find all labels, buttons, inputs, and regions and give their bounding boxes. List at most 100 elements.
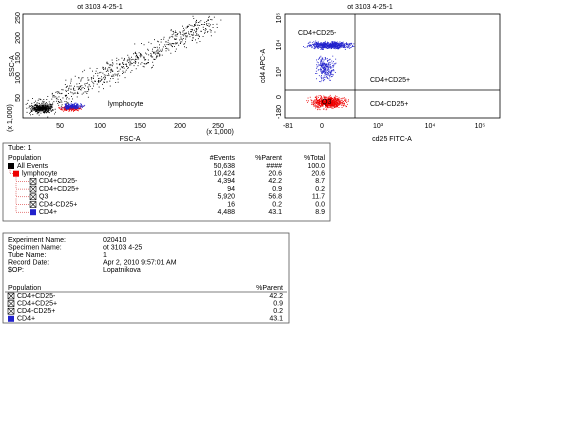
event-dot	[47, 104, 48, 106]
event-dot	[76, 107, 78, 109]
event-dot	[84, 85, 86, 87]
event-dot	[343, 101, 344, 102]
event-dot	[102, 72, 104, 74]
event-dot	[322, 65, 324, 67]
event-dot	[320, 64, 322, 66]
event-dot	[331, 41, 333, 43]
event-dot	[203, 29, 205, 30]
event-dot	[133, 65, 135, 67]
event-dot	[73, 88, 75, 90]
event-dot	[50, 105, 52, 107]
event-dot	[102, 83, 103, 85]
event-dot	[320, 100, 321, 102]
event-dot	[134, 61, 136, 63]
event-dot	[182, 35, 184, 37]
event-dot	[30, 108, 32, 110]
event-dot	[172, 30, 174, 32]
event-dot	[346, 44, 348, 46]
event-dot	[320, 59, 322, 61]
event-dot	[325, 63, 327, 65]
event-dot	[68, 106, 70, 108]
event-dot	[170, 30, 172, 32]
event-dot	[338, 107, 340, 108]
event-dot	[36, 110, 37, 112]
event-dot	[135, 58, 136, 60]
event-dot	[323, 100, 325, 101]
event-dot	[333, 104, 335, 106]
event-dot	[324, 97, 326, 99]
event-dot	[313, 44, 314, 46]
event-dot	[309, 46, 311, 47]
event-dot	[167, 41, 169, 43]
event-dot	[323, 77, 324, 79]
event-dot	[180, 38, 182, 40]
event-dot	[96, 68, 98, 69]
event-dot	[42, 103, 44, 105]
event-dot	[349, 43, 351, 44]
event-dot	[81, 103, 82, 105]
event-dot	[315, 44, 317, 46]
event-dot	[329, 79, 331, 81]
event-dot	[337, 44, 338, 46]
event-dot	[78, 77, 80, 79]
event-dot	[329, 76, 331, 78]
event-dot	[31, 104, 32, 106]
event-dot	[199, 41, 201, 42]
event-dot	[193, 29, 195, 31]
event-dot	[308, 45, 310, 47]
event-dot	[323, 75, 325, 77]
event-dot	[326, 58, 328, 59]
event-dot	[195, 23, 197, 25]
event-dot	[186, 35, 188, 37]
event-dot	[33, 108, 35, 110]
event-dot	[201, 24, 202, 25]
event-dot	[320, 98, 321, 99]
event-dot	[156, 53, 158, 55]
event-dot	[313, 103, 315, 105]
event-dot	[112, 63, 114, 65]
event-dot	[40, 110, 42, 111]
event-dot	[324, 40, 326, 42]
event-dot	[124, 58, 125, 59]
event-dot	[323, 100, 324, 101]
event-dot	[36, 108, 38, 110]
cell-value: 50,638	[214, 163, 236, 170]
event-dot	[210, 24, 211, 26]
event-dot	[307, 43, 309, 44]
event-dot	[320, 45, 322, 47]
event-dot	[318, 104, 320, 105]
event-dot	[49, 107, 51, 109]
event-dot	[342, 43, 344, 45]
event-dot	[189, 33, 191, 35]
event-dot	[137, 57, 139, 58]
event-dot	[185, 27, 187, 29]
event-dot	[337, 98, 338, 100]
event-dot	[312, 104, 314, 106]
event-dot	[336, 103, 338, 105]
event-dot	[340, 45, 342, 47]
event-dot	[352, 45, 353, 47]
event-dot	[70, 85, 72, 87]
event-dot	[143, 57, 145, 59]
event-dot	[325, 98, 327, 100]
event-dot	[343, 44, 345, 45]
event-dot	[191, 30, 193, 32]
event-dot	[325, 103, 327, 105]
event-dot	[79, 88, 80, 89]
event-dot	[116, 67, 118, 69]
event-dot	[73, 87, 75, 89]
event-dot	[320, 48, 322, 50]
event-dot	[48, 111, 49, 113]
event-dot	[68, 93, 69, 94]
event-dot	[332, 105, 334, 107]
event-dot	[333, 43, 335, 44]
event-dot	[64, 94, 66, 96]
event-dot	[31, 110, 32, 111]
event-dot	[329, 72, 331, 74]
column-header: Population	[8, 285, 41, 292]
event-dot	[137, 57, 138, 59]
event-dot	[66, 110, 68, 111]
event-dot	[126, 64, 127, 66]
event-dot	[316, 100, 318, 101]
event-dot	[93, 83, 95, 85]
